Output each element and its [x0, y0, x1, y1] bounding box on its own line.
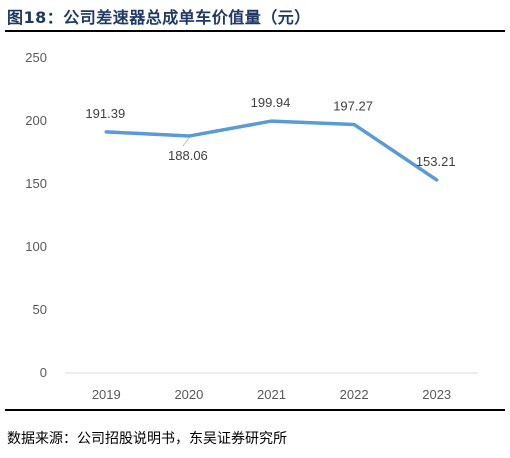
- y-tick-label: 250: [25, 50, 47, 65]
- y-tick-label: 100: [25, 239, 47, 254]
- x-tick-label: 2022: [340, 387, 369, 402]
- y-tick-label: 150: [25, 176, 47, 191]
- data-label: 191.39: [85, 106, 125, 121]
- series-line: [104, 119, 439, 182]
- data-point: [105, 131, 107, 133]
- data-label: 197.27: [333, 98, 373, 113]
- bottom-rule: [5, 409, 505, 411]
- x-tick-label: 2019: [92, 387, 121, 402]
- x-tick-label: 2020: [174, 387, 203, 402]
- top-rule: [5, 30, 505, 32]
- data-label: 199.94: [251, 95, 291, 110]
- x-tick-label: 2023: [422, 387, 451, 402]
- leader-line: [182, 137, 190, 147]
- data-label: 188.06: [168, 148, 208, 163]
- data-label: 153.21: [416, 154, 456, 169]
- data-point: [271, 120, 272, 122]
- x-tick-label: 2021: [257, 387, 286, 402]
- y-tick-label: 0: [40, 365, 47, 380]
- source-note: 数据来源：公司招股说明书，东吴证券研究所: [7, 431, 287, 447]
- y-tick-label: 200: [25, 113, 47, 128]
- data-point: [353, 123, 355, 125]
- data-point: [188, 135, 190, 137]
- data-point: [436, 179, 438, 181]
- figure-title: 图18：公司差速器总成单车价值量（元）: [7, 8, 311, 27]
- y-tick-label: 50: [33, 302, 47, 317]
